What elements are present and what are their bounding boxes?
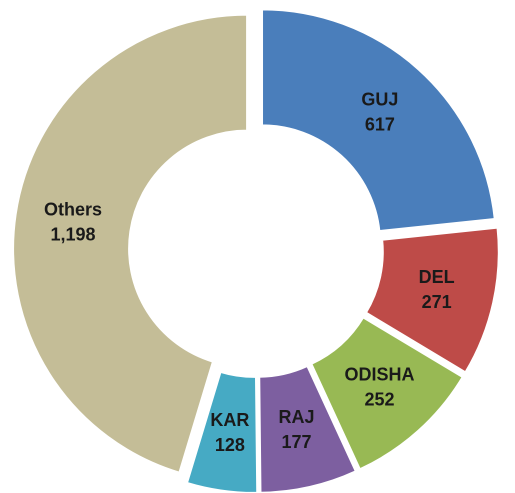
slice-value: 177 (282, 432, 312, 452)
donut-slice (261, 8, 496, 233)
slice-value: 617 (365, 114, 395, 134)
slice-label: ODISHA (345, 364, 415, 384)
slice-value: 271 (422, 292, 452, 312)
slice-label: Others (44, 200, 102, 220)
slice-value: 252 (364, 389, 394, 409)
donut-slice (12, 13, 249, 474)
slice-value: 1,198 (50, 225, 95, 245)
slice-label: DEL (419, 267, 455, 287)
slice-label: RAJ (279, 407, 315, 427)
slice-label: KAR (210, 410, 249, 430)
slice-label: GUJ (361, 89, 398, 109)
donut-slice (310, 316, 465, 471)
slice-value: 128 (215, 435, 245, 455)
donut-slice (364, 226, 500, 374)
donut-slice (185, 370, 259, 493)
